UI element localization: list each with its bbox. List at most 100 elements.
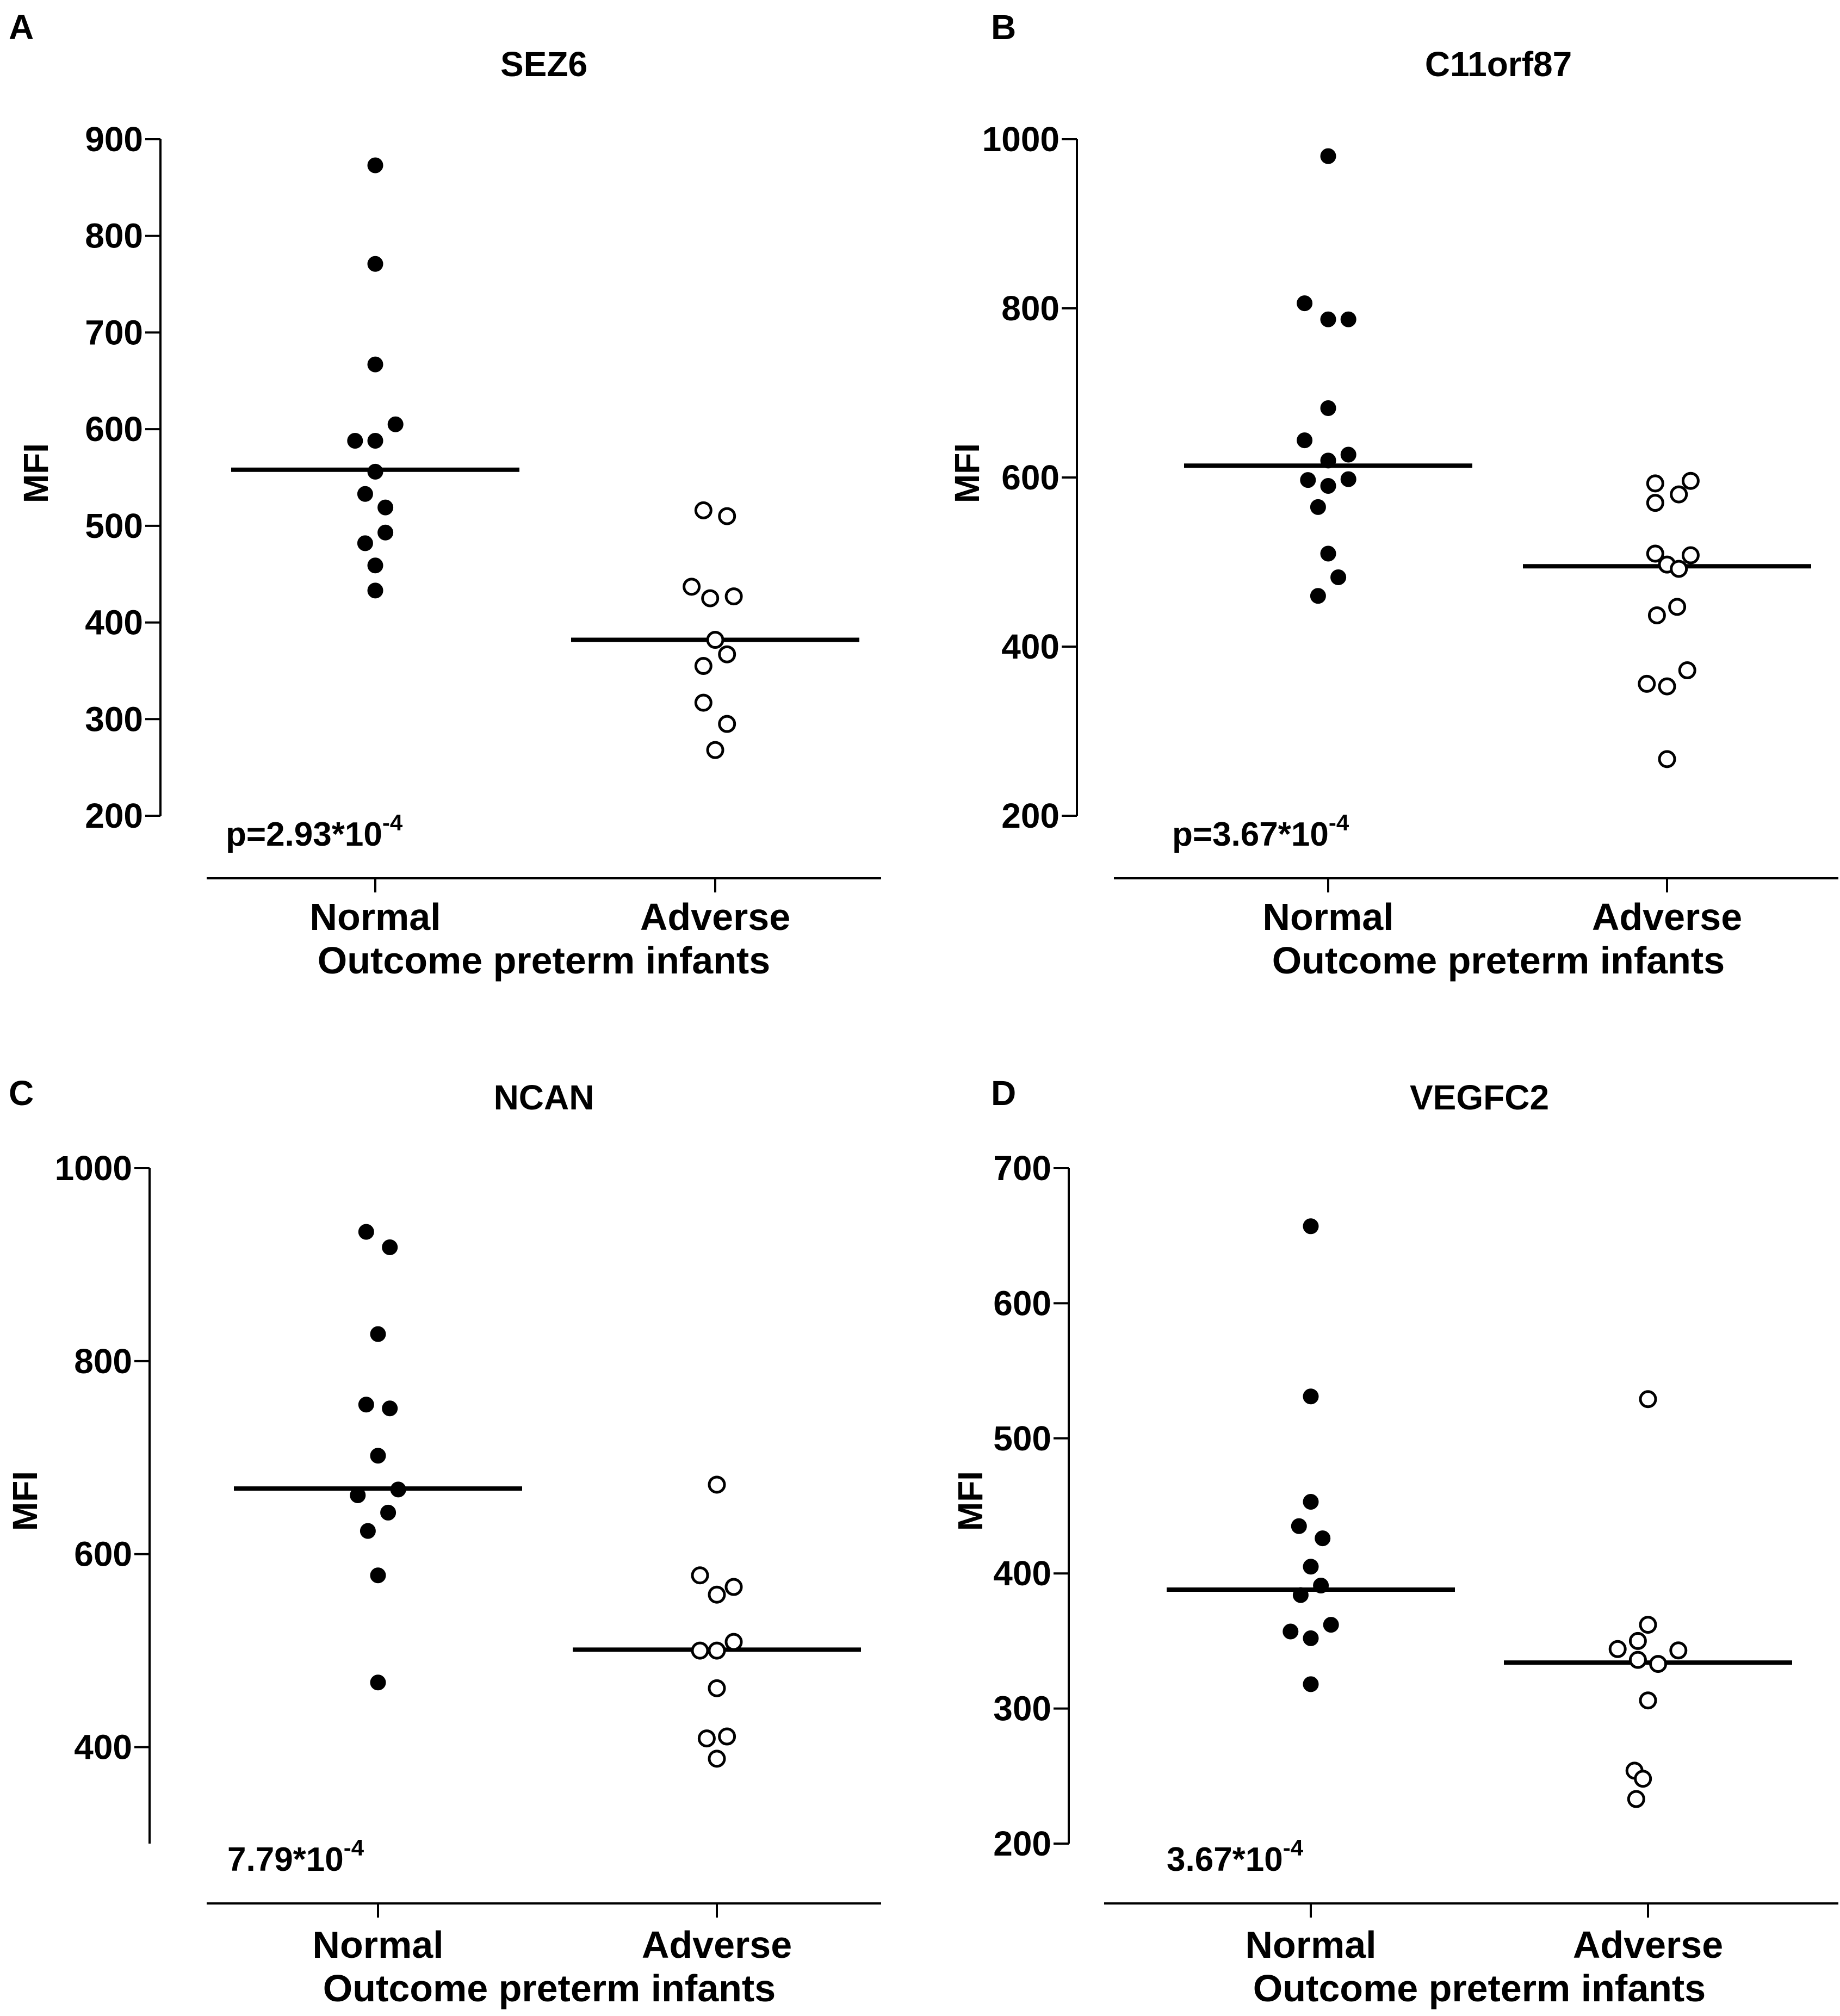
data-point-adverse	[694, 657, 713, 675]
data-point-normal	[370, 1326, 386, 1342]
data-point-normal	[1340, 446, 1356, 463]
data-point-normal	[1291, 1518, 1307, 1534]
data-point-normal	[1330, 569, 1347, 585]
data-point-adverse	[718, 507, 736, 525]
data-point-normal	[390, 1481, 406, 1498]
p-value-annotation: p=3.67*10-4	[1172, 810, 1349, 853]
chart-title: VEGFC2	[1410, 1078, 1549, 1117]
data-point-adverse	[1639, 1691, 1657, 1710]
x-axis-label: Outcome preterm infants	[323, 1967, 776, 2009]
x-tick-label-normal: Normal	[1245, 1924, 1376, 1966]
data-point-normal	[1310, 499, 1326, 515]
y-tick-label: 300	[85, 699, 143, 739]
p-value-annotation: 7.79*10-4	[227, 1835, 364, 1878]
x-tick-label-normal: Normal	[1262, 896, 1393, 938]
data-point-adverse	[1638, 674, 1656, 693]
y-tick-label: 400	[85, 603, 143, 642]
data-point-adverse	[706, 741, 724, 759]
data-point-normal	[1300, 472, 1316, 488]
data-point-adverse	[724, 1578, 743, 1596]
x-axis-label: Outcome preterm infants	[1272, 939, 1725, 982]
data-point-adverse	[1678, 661, 1696, 680]
data-point-adverse	[691, 1641, 709, 1660]
y-axis-label: MFI	[16, 443, 55, 503]
data-point-adverse	[1647, 606, 1666, 624]
y-tick-label: 700	[993, 1149, 1051, 1188]
data-point-normal	[1297, 432, 1313, 449]
data-point-normal	[1320, 148, 1336, 164]
y-tick-label: 300	[993, 1689, 1051, 1728]
data-point-normal	[1310, 588, 1326, 604]
data-point-normal	[358, 1224, 374, 1240]
data-point-adverse	[1670, 560, 1688, 578]
data-point-adverse	[706, 631, 724, 649]
data-point-adverse	[1681, 472, 1700, 490]
data-point-normal	[1320, 452, 1336, 469]
data-point-adverse	[1627, 1790, 1645, 1808]
data-point-normal	[370, 1448, 386, 1464]
data-point-adverse	[701, 589, 720, 607]
data-point-normal	[1303, 1559, 1319, 1575]
chart-title: SEZ6	[500, 45, 587, 84]
y-tick-label: 400	[74, 1728, 132, 1767]
data-point-adverse	[1628, 1632, 1647, 1650]
data-point-adverse	[1681, 546, 1700, 565]
data-point-adverse	[1668, 598, 1687, 616]
panel-letter: B	[991, 8, 1016, 47]
y-tick-label: 200	[1001, 796, 1060, 835]
data-point-normal	[367, 432, 383, 449]
p-value-annotation: p=2.93*10-4	[226, 810, 403, 853]
data-point-normal	[1313, 1578, 1329, 1594]
data-point-normal	[367, 256, 383, 272]
data-point-normal	[1315, 1530, 1331, 1547]
data-point-normal	[367, 463, 383, 480]
chart-title: NCAN	[494, 1078, 594, 1117]
x-tick-label-normal: Normal	[312, 1924, 443, 1966]
y-tick-label: 600	[74, 1535, 132, 1574]
data-point-adverse	[708, 1679, 726, 1697]
data-point-adverse	[708, 1641, 726, 1660]
data-point-normal	[377, 499, 394, 516]
data-point-adverse	[718, 645, 736, 663]
data-point-adverse	[718, 1727, 736, 1746]
data-point-normal	[1340, 471, 1356, 487]
x-tick-label-adverse: Adverse	[1573, 1924, 1723, 1966]
data-point-normal	[357, 535, 373, 551]
panel-letter: D	[991, 1074, 1016, 1113]
data-point-normal	[1297, 295, 1313, 312]
data-point-normal	[382, 1400, 398, 1417]
data-point-adverse	[724, 1633, 743, 1651]
y-axis-label: MFI	[5, 1471, 45, 1531]
y-tick-label: 700	[85, 313, 143, 352]
data-point-normal	[367, 557, 383, 574]
data-point-adverse	[691, 1566, 709, 1585]
y-axis-label: MFI	[951, 1471, 990, 1531]
data-point-adverse	[1639, 1390, 1657, 1409]
data-point-normal	[1303, 1630, 1319, 1646]
y-tick-label: 400	[1001, 627, 1060, 666]
data-point-normal	[1283, 1623, 1299, 1640]
data-point-normal	[1320, 545, 1336, 562]
x-axis-label: Outcome preterm infants	[318, 939, 770, 982]
data-point-adverse	[708, 1585, 726, 1604]
data-point-adverse	[718, 715, 736, 733]
data-point-normal	[357, 486, 373, 502]
x-axis-label: Outcome preterm infants	[1253, 1967, 1706, 2009]
data-point-adverse	[1608, 1640, 1627, 1658]
data-point-adverse	[1646, 494, 1664, 512]
data-point-adverse	[1649, 1655, 1668, 1673]
x-tick-label-adverse: Adverse	[640, 896, 790, 938]
data-point-adverse	[708, 1750, 726, 1768]
data-point-adverse	[1628, 1651, 1647, 1669]
y-tick-label: 1000	[982, 120, 1060, 159]
data-point-normal	[380, 1504, 397, 1521]
y-tick-label: 500	[993, 1419, 1051, 1458]
data-point-normal	[1303, 1388, 1319, 1405]
data-point-normal	[1303, 1676, 1319, 1692]
data-point-adverse	[694, 693, 713, 712]
data-point-normal	[350, 1487, 366, 1503]
data-point-normal	[358, 1397, 374, 1413]
x-tick-label-normal: Normal	[309, 896, 441, 938]
y-tick-label: 400	[993, 1554, 1051, 1593]
